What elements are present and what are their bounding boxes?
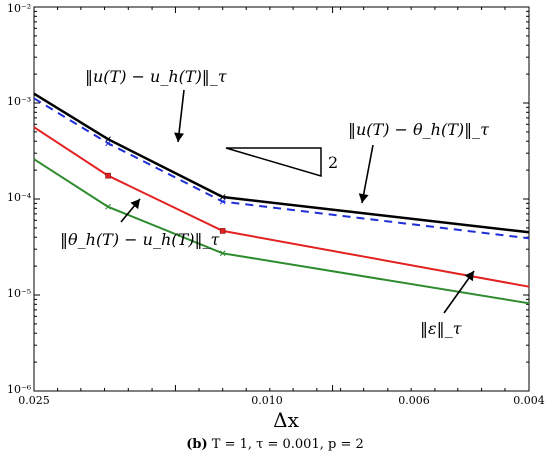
y-tick-label-0: 10⁻⁶ <box>7 383 32 396</box>
annotation-arrow-1-head <box>358 193 369 203</box>
annotation-3: ‖ε‖_τ <box>420 319 463 338</box>
annotation-2: ‖θ_h(T) − u_h(T)‖_τ <box>60 230 220 249</box>
series-marker-1-2 <box>219 198 226 205</box>
series-line-3 <box>33 158 530 305</box>
slope-label: 2 <box>328 153 338 172</box>
annotation-arrow-0-head <box>174 132 184 142</box>
annotation-1: ‖u(T) − θ_h(T)‖_τ <box>348 120 490 139</box>
y-tick-label-1: 10⁻⁵ <box>7 287 31 300</box>
caption-text: T = 1, τ = 0.001, p = 2 <box>211 437 364 452</box>
y-tick-label-2: 10⁻⁴ <box>7 191 32 204</box>
annotation-arrow-2-head <box>130 199 140 210</box>
x-tick-label-3: 0.004 <box>513 394 545 407</box>
series-line-2 <box>33 126 530 288</box>
series-marker-3-1 <box>105 203 111 210</box>
series-marker-2-2 <box>219 228 226 234</box>
series-marker-1-1 <box>105 140 111 147</box>
x-axis-label: Δx <box>273 408 299 432</box>
series-marker-3-2 <box>219 250 226 257</box>
caption: (b) T = 1, τ = 0.001, p = 2 <box>0 437 550 452</box>
caption-tag: (b) <box>186 437 208 452</box>
annotation-arrow-3-head <box>464 271 474 282</box>
x-tick-label-0: 0.025 <box>18 394 50 407</box>
series-line-0 <box>33 92 530 234</box>
series-marker-2-1 <box>105 172 111 179</box>
annotation-0: ‖u(T) − u_h(T)‖_τ <box>85 67 228 86</box>
series-marker-0-1 <box>105 136 111 143</box>
x-tick-label-2: 0.006 <box>398 394 430 407</box>
y-tick-label-3: 10⁻³ <box>7 95 31 108</box>
slope-triangle <box>225 147 322 178</box>
series-line-1 <box>33 97 530 240</box>
annotation-arrow-1 <box>361 144 374 204</box>
x-tick-label-1: 0.010 <box>251 394 283 407</box>
y-tick-label-4: 10⁻² <box>7 2 31 15</box>
series-marker-0-2 <box>219 194 226 200</box>
